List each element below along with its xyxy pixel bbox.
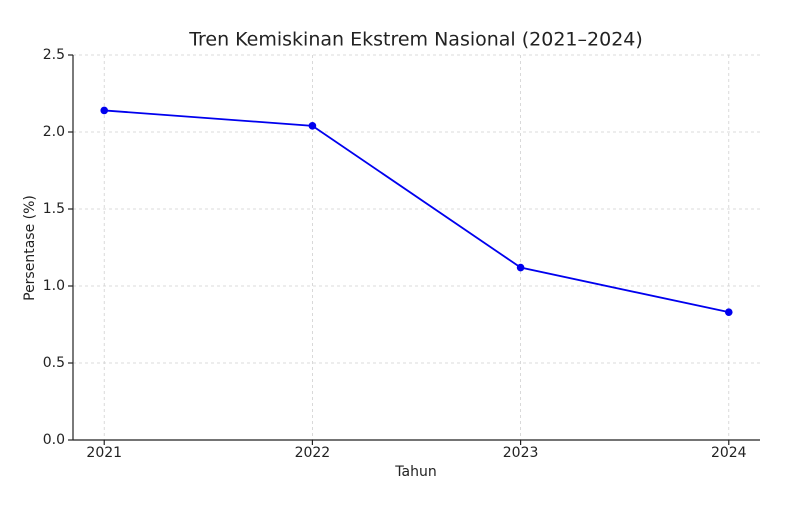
y-tick-label: 2.0 (43, 124, 65, 140)
point (308, 122, 317, 130)
point (100, 106, 109, 115)
y-tick-label: 1.5 (43, 201, 65, 217)
y-axis-label: Persentase (%) (22, 195, 38, 301)
y-tick-label: 0.5 (43, 355, 65, 371)
point (516, 263, 525, 272)
y-tick-label: 2.5 (43, 47, 65, 63)
point (724, 308, 733, 316)
chart-title: Tren Kemiskinan Ekstrem Nasional (2021–2… (188, 29, 643, 51)
x-tick-label: 2021 (86, 445, 122, 461)
x-axis-label: Tahun (394, 464, 436, 480)
x-tick-label: 2022 (295, 445, 331, 461)
line (104, 109, 729, 314)
y-tick-label: 1.0 (43, 278, 65, 294)
x-tick-label: 2024 (711, 445, 747, 461)
x-tick-label: 2023 (503, 445, 539, 461)
y-tick-label: 0.0 (43, 432, 65, 448)
